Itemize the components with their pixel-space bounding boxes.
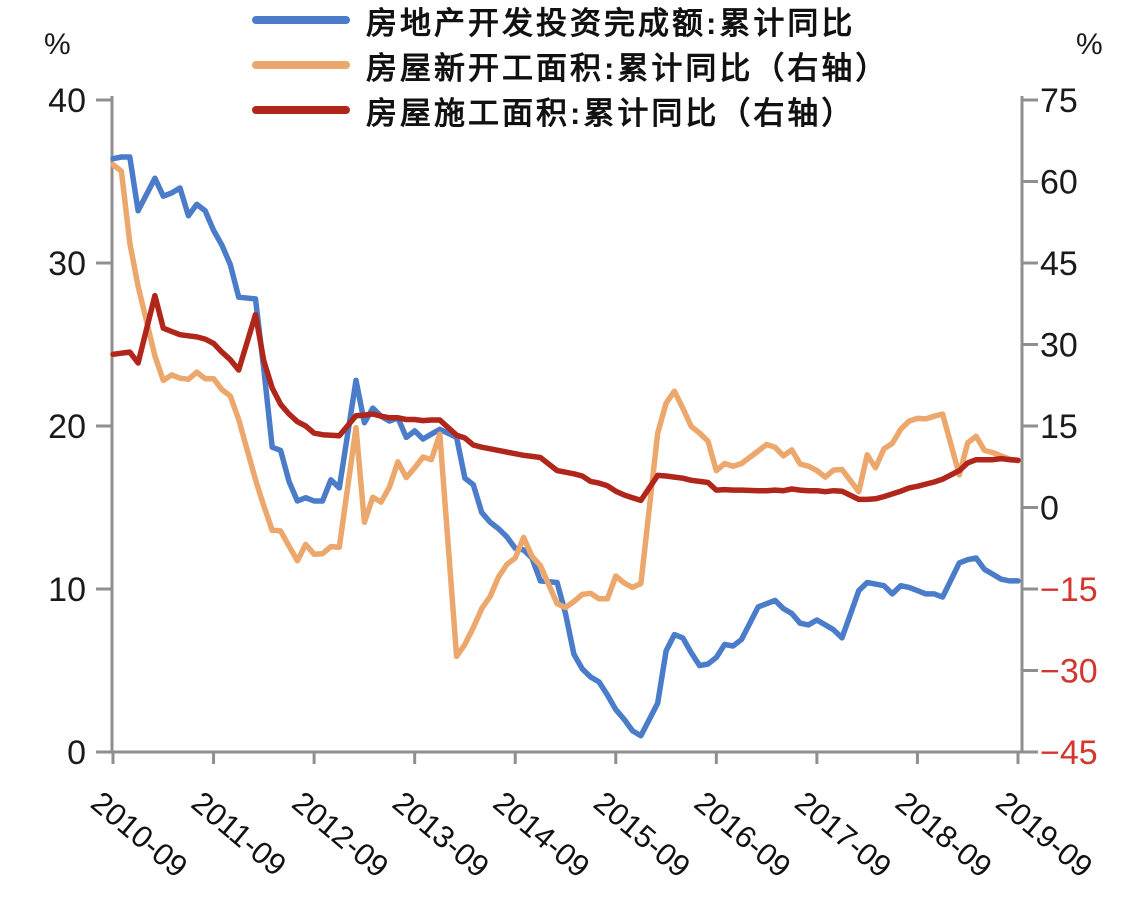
y-axis-tick-label-right: 15 bbox=[1040, 408, 1078, 446]
y-axis-tick-label-right: 45 bbox=[1040, 245, 1078, 283]
y-axis-tick-label-left: 10 bbox=[48, 571, 86, 609]
legend-label-under-construction: 房屋施工面积:累计同比（右轴） bbox=[366, 95, 856, 131]
y-axis-tick-label-left: 40 bbox=[48, 82, 86, 120]
y-axis-tick-label-right: 30 bbox=[1040, 327, 1078, 365]
y-axis-tick-label-left: 20 bbox=[48, 408, 86, 446]
x-axis-tick-label: 2019-09 bbox=[990, 785, 1100, 885]
series-line-1 bbox=[110, 161, 1021, 660]
y-axis-tick-label-left: 30 bbox=[48, 245, 86, 283]
x-axis-tick-label: 2018-09 bbox=[889, 785, 999, 885]
series-line-0 bbox=[110, 154, 1021, 739]
y-axis-tick-label-right: 75 bbox=[1040, 82, 1078, 120]
y-axis-tick-label-right: −15 bbox=[1040, 571, 1098, 609]
left-axis-unit-label: % bbox=[44, 28, 71, 61]
legend-line-swatch-new-starts bbox=[252, 61, 350, 69]
legend-item-new-starts: 房屋新开工面积:累计同比（右轴） bbox=[252, 47, 889, 86]
legend-line-swatch-under-construction bbox=[252, 106, 350, 114]
x-axis-tick-label: 2013-09 bbox=[386, 785, 496, 885]
y-axis-tick-label-right: 60 bbox=[1040, 164, 1078, 202]
y-axis-tick-label-right: −30 bbox=[1040, 653, 1098, 691]
legend-item-investment: 房地产开发投资完成额:累计同比 bbox=[252, 2, 889, 41]
legend-label-investment: 房地产开发投资完成额:累计同比 bbox=[366, 5, 856, 41]
x-axis-tick-label: 2015-09 bbox=[587, 785, 697, 885]
y-axis-tick-label-left: 0 bbox=[67, 734, 86, 772]
x-axis-tick-label: 2014-09 bbox=[487, 785, 597, 885]
x-axis-tick-label: 2010-09 bbox=[85, 785, 195, 885]
y-axis-tick-label-right: 0 bbox=[1040, 490, 1059, 528]
legend-item-under-construction: 房屋施工面积:累计同比（右轴） bbox=[252, 92, 889, 131]
legend-line-swatch-investment bbox=[252, 16, 350, 24]
y-axis-tick-label-right: −45 bbox=[1040, 734, 1098, 772]
series-line-2 bbox=[110, 292, 1021, 504]
legend-label-new-starts: 房屋新开工面积:累计同比（右轴） bbox=[366, 50, 890, 86]
chart-legend: 房地产开发投资完成额:累计同比 房屋新开工面积:累计同比（右轴） 房屋施工面积:… bbox=[252, 2, 889, 131]
x-axis-tick-label: 2012-09 bbox=[286, 785, 396, 885]
x-axis-tick-label: 2017-09 bbox=[788, 785, 898, 885]
x-axis-tick-label: 2011-09 bbox=[185, 785, 293, 883]
x-axis-tick-label: 2016-09 bbox=[688, 785, 798, 885]
right-axis-unit-label: % bbox=[1076, 28, 1103, 61]
